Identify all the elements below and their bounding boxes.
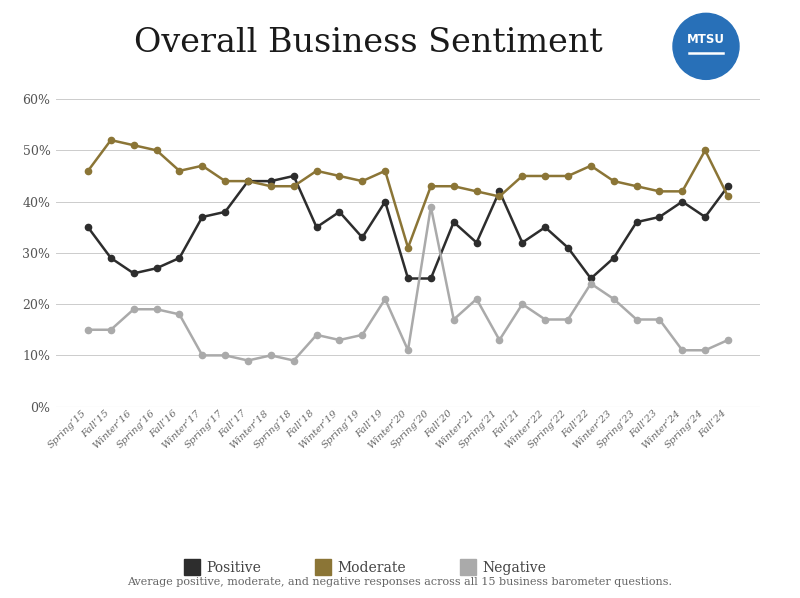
Text: Average positive, moderate, and negative responses across all 15 business barome: Average positive, moderate, and negative… bbox=[127, 577, 673, 587]
Text: MTSU: MTSU bbox=[687, 33, 725, 46]
Legend: Positive, Moderate, Negative: Positive, Moderate, Negative bbox=[180, 556, 552, 581]
Circle shape bbox=[673, 13, 739, 80]
Text: Overall Business Sentiment: Overall Business Sentiment bbox=[134, 27, 602, 59]
